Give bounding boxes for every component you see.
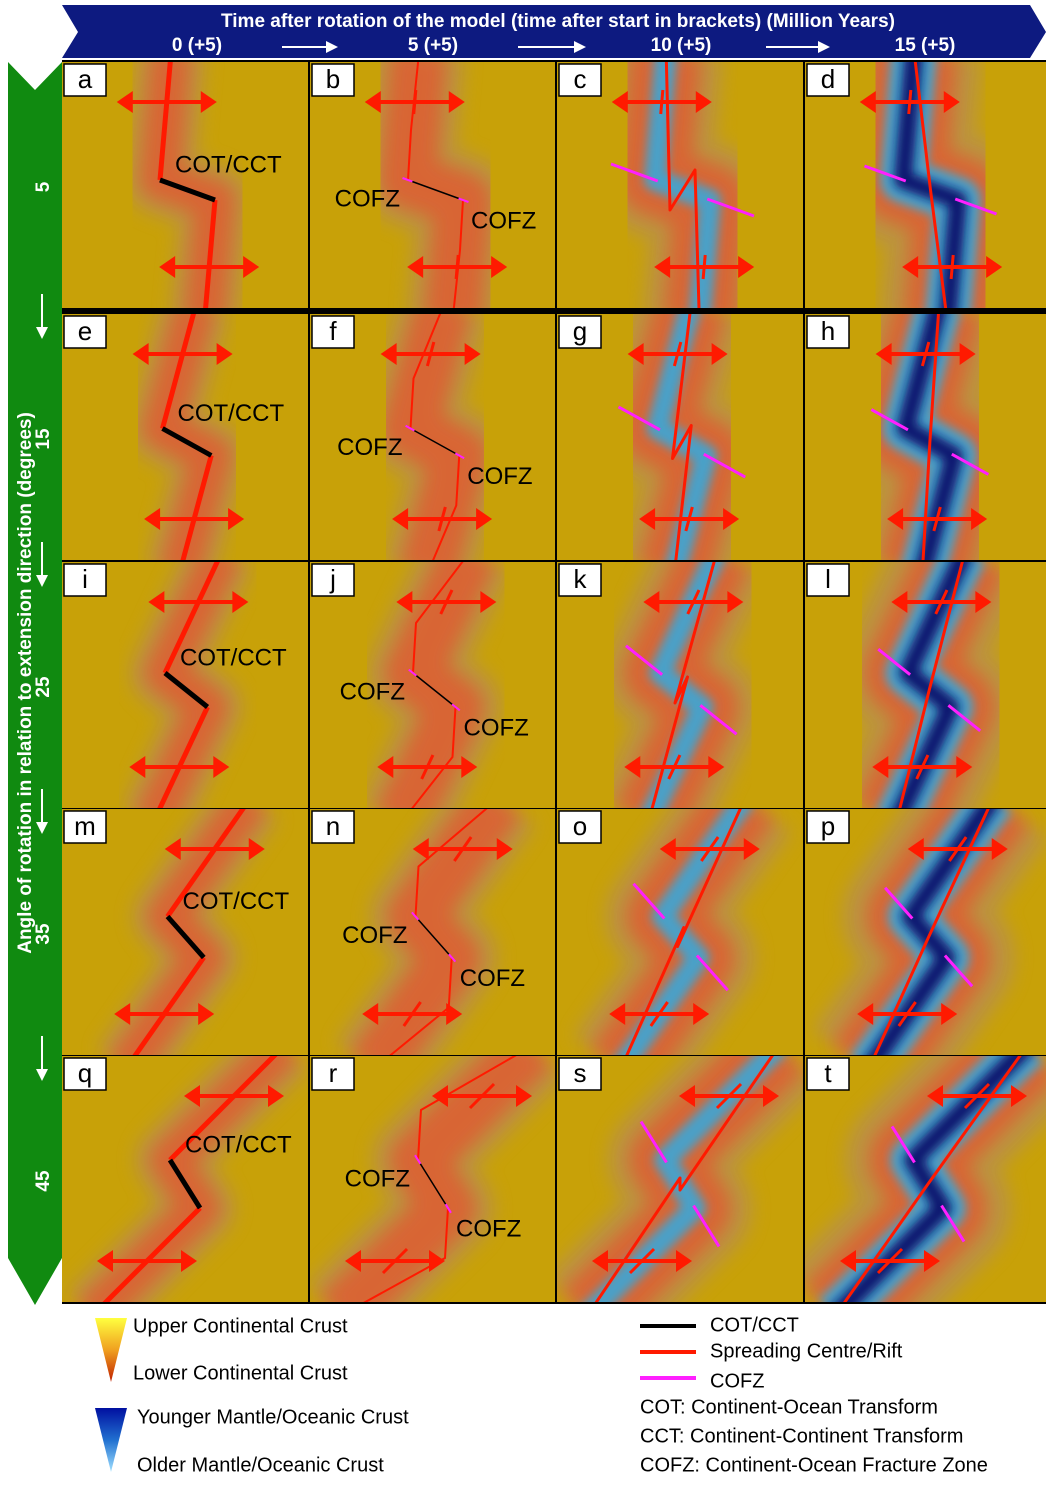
panel-letter: r [329, 1058, 338, 1088]
panel: q COT/CCT [62, 1046, 308, 1316]
annotation: COFZ [460, 965, 525, 992]
annotation: COFZ [471, 207, 536, 234]
legend-text: Younger Mantle/Oceanic Crust [137, 1406, 409, 1428]
panel-letter: o [573, 811, 587, 841]
annotation: COFZ [345, 1165, 410, 1192]
legend-text: Lower Continental Crust [133, 1362, 348, 1384]
annotation: COFZ [342, 922, 407, 949]
panel: i COT/CCT [62, 552, 308, 822]
arrow-tick [909, 90, 911, 114]
arrow-tick [414, 90, 416, 114]
panel: r COFZ COFZ [310, 1046, 555, 1316]
mantle-swatch [95, 1408, 127, 1472]
panel-letter: t [824, 1058, 832, 1088]
arrow-tick [208, 255, 210, 279]
panel: k [557, 552, 803, 822]
panel: d [805, 52, 1046, 322]
legend-text: Spreading Centre/Rift [710, 1340, 903, 1362]
panel: e COT/CCT [62, 304, 308, 574]
panel-letter: d [821, 64, 835, 94]
legend-text: Older Mantle/Oceanic Crust [137, 1454, 384, 1476]
column-label: 10 (+5) [651, 35, 712, 56]
panel: l [805, 552, 1046, 822]
panel-letter: s [574, 1058, 587, 1088]
row-label: 5 [33, 181, 54, 192]
panel: c [557, 52, 803, 322]
annotation: COT/CCT [180, 644, 287, 671]
legend-text: COT: Continent-Ocean Transform [640, 1396, 938, 1418]
panel-letter: a [78, 64, 93, 94]
rift-zone [411, 304, 460, 574]
panel: f COFZ COFZ [310, 304, 555, 574]
panel: g [557, 304, 803, 574]
legend-text: Upper Continental Crust [133, 1315, 348, 1337]
panel: n COFZ COFZ [310, 799, 555, 1069]
panel: h [805, 304, 1046, 574]
panel: b COFZ COFZ [310, 52, 555, 322]
column-label: 0 (+5) [172, 35, 222, 56]
arrow-tick [661, 90, 663, 114]
header-title: Time after rotation of the model (time a… [221, 11, 895, 32]
annotation: COT/CCT [185, 1131, 292, 1158]
annotation: COFZ [335, 185, 400, 212]
annotation: COT/CCT [175, 151, 282, 178]
legend-text: COT/CCT [710, 1314, 799, 1336]
row-label: 25 [33, 676, 54, 698]
panel-letter: k [574, 564, 588, 594]
panel: t [805, 1046, 1046, 1316]
row-label: 15 [33, 428, 54, 450]
panel-letter: l [825, 564, 831, 594]
panel-letter: q [78, 1058, 92, 1088]
annotation: COT/CCT [178, 400, 285, 427]
arrow-tick [951, 255, 953, 279]
panel-letter: m [74, 811, 96, 841]
legend-text: CCT: Continent-Continent Transform [640, 1425, 963, 1447]
column-label: 5 (+5) [408, 35, 458, 56]
panel-letter: b [326, 64, 340, 94]
annotation: COFZ [467, 463, 532, 490]
annotation: COFZ [337, 434, 402, 461]
panel-letter: p [821, 811, 835, 841]
column-label: 15 (+5) [895, 35, 956, 56]
annotation: COFZ [464, 714, 529, 741]
legend: Upper Continental Crust Lower Continenta… [95, 1314, 988, 1476]
annotation: COFZ [456, 1215, 521, 1242]
panel-letter: c [574, 64, 587, 94]
legend-text: COFZ: Continent-Ocean Fracture Zone [640, 1454, 988, 1476]
annotation: COFZ [340, 678, 405, 705]
panel-letter: g [573, 316, 587, 346]
panel-letter: n [326, 811, 340, 841]
row-label: 35 [33, 923, 54, 945]
panel: m COT/CCT [62, 799, 308, 1069]
arrow-tick [703, 255, 705, 279]
panel-letter: e [78, 316, 92, 346]
figure: Time after rotation of the model (time a… [0, 0, 1046, 1484]
panel-letter: f [329, 316, 337, 346]
arrow-tick [456, 255, 458, 279]
panel: j COFZ COFZ [310, 552, 555, 822]
annotation: COT/CCT [183, 888, 290, 915]
crust-swatch [95, 1318, 127, 1382]
panel-letter: h [821, 316, 835, 346]
panel: o [557, 799, 803, 1069]
row-label: 45 [33, 1170, 54, 1192]
legend-text: COFZ [710, 1370, 764, 1392]
panel-letter: j [329, 564, 336, 594]
arrow-tick [166, 90, 168, 114]
panel: s [557, 1046, 803, 1316]
panel: p [805, 799, 1046, 1069]
panel-letter: i [82, 564, 88, 594]
panel: a COT/CCT [62, 52, 308, 322]
